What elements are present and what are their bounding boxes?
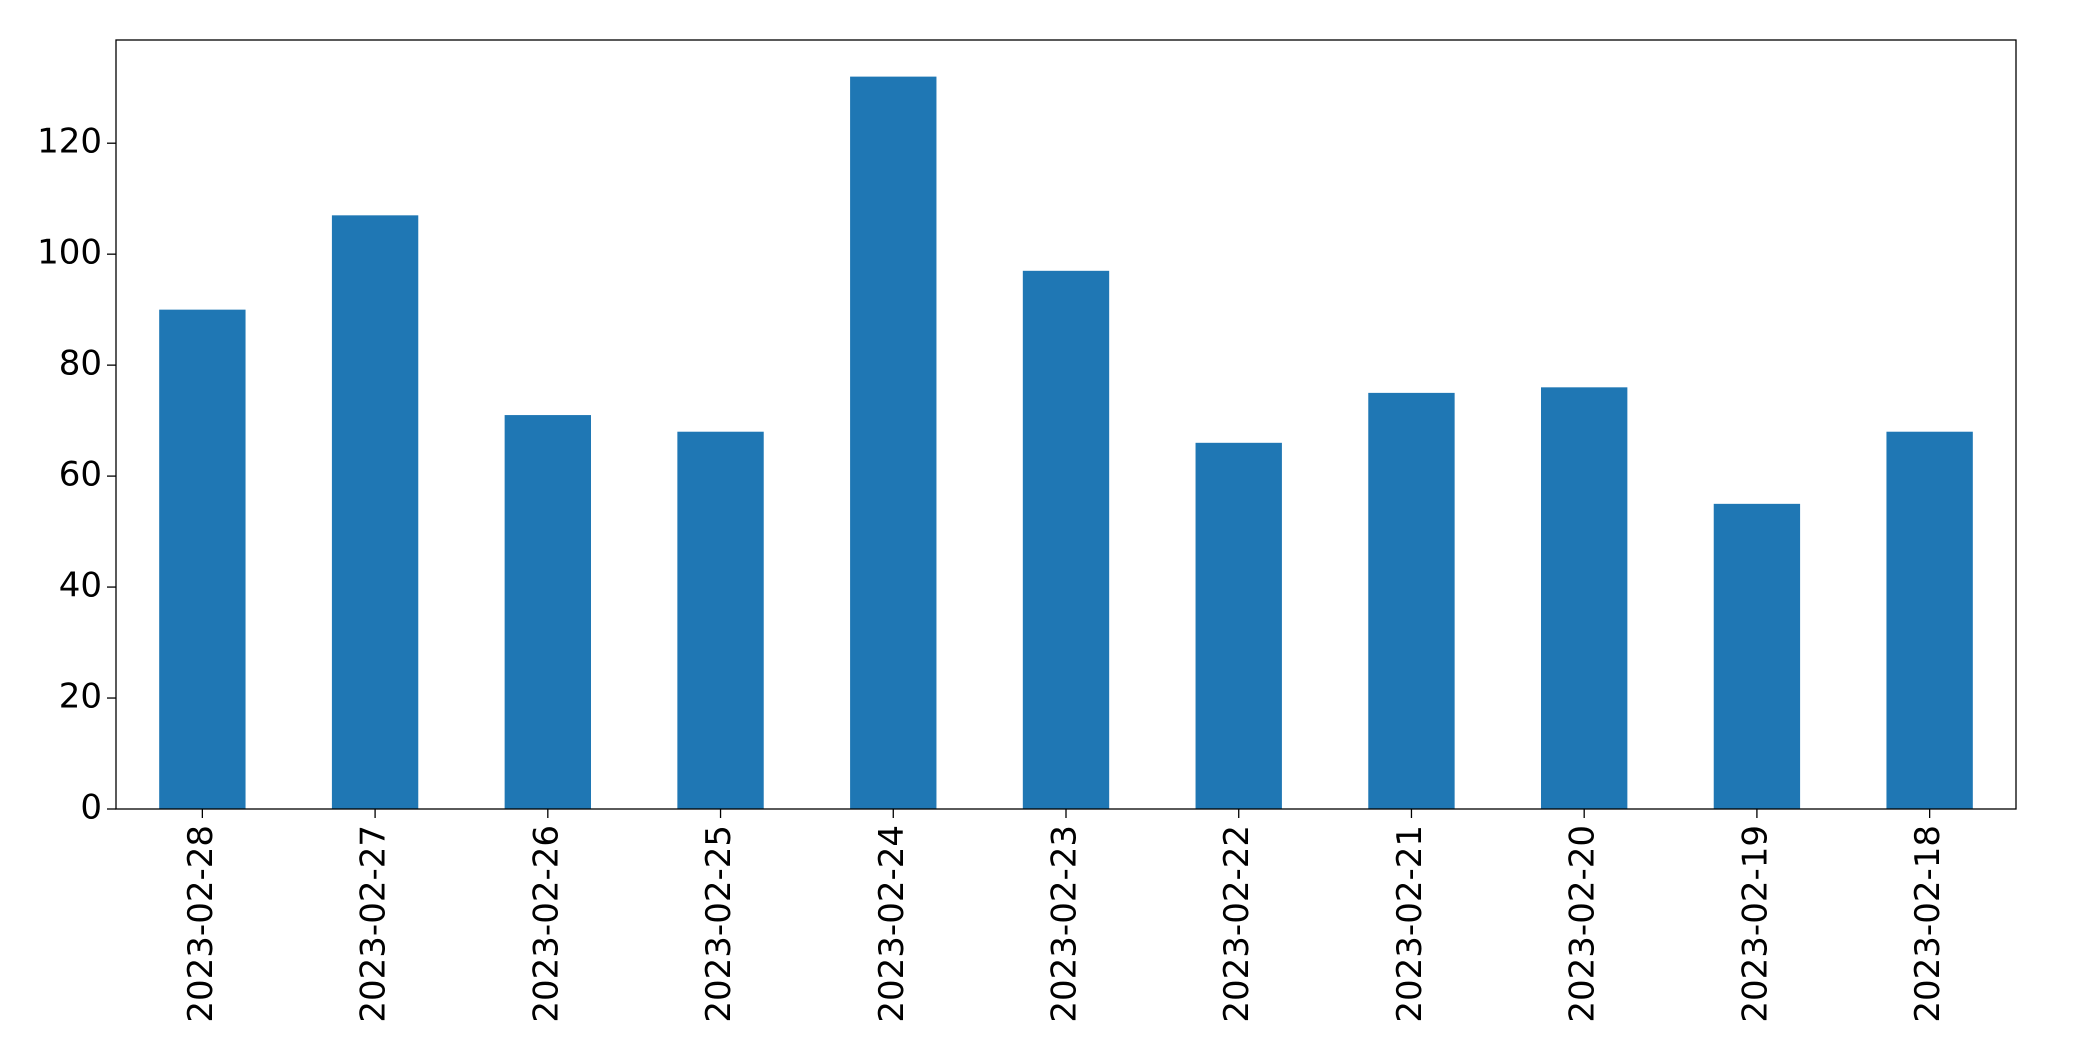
x-tick-label: 2023-02-25 (699, 825, 739, 1023)
bar (1886, 431, 1973, 809)
y-tick-label: 100 (37, 233, 102, 273)
y-tick-label: 0 (80, 788, 102, 828)
bar (850, 76, 937, 810)
x-tick-label: 2023-02-18 (1908, 825, 1948, 1023)
x-tick-label: 2023-02-22 (1217, 825, 1257, 1023)
x-tick-label: 2023-02-20 (1563, 825, 1603, 1023)
x-tick-label: 2023-02-19 (1735, 825, 1775, 1023)
x-tick-label: 2023-02-27 (354, 825, 394, 1023)
y-tick-label: 20 (59, 677, 102, 717)
bar (504, 415, 591, 809)
bar (1022, 270, 1110, 809)
bar (159, 309, 246, 809)
plot-frame (115, 39, 2017, 810)
y-tick-label: 60 (59, 455, 102, 495)
y-tick-label: 80 (59, 344, 102, 384)
bar (331, 215, 419, 809)
bar (1541, 387, 1628, 809)
x-tick-label: 2023-02-21 (1390, 825, 1430, 1023)
x-tick-label: 2023-02-28 (181, 825, 221, 1023)
bar (1368, 392, 1455, 809)
x-tick-label: 2023-02-23 (1045, 825, 1085, 1023)
bar (677, 431, 764, 809)
x-tick-label: 2023-02-24 (872, 825, 912, 1023)
y-tick-label: 40 (59, 566, 102, 606)
y-tick-label: 120 (37, 122, 102, 162)
bar (1195, 442, 1282, 809)
x-tick-label: 2023-02-26 (526, 825, 566, 1023)
bar (1713, 503, 1801, 809)
